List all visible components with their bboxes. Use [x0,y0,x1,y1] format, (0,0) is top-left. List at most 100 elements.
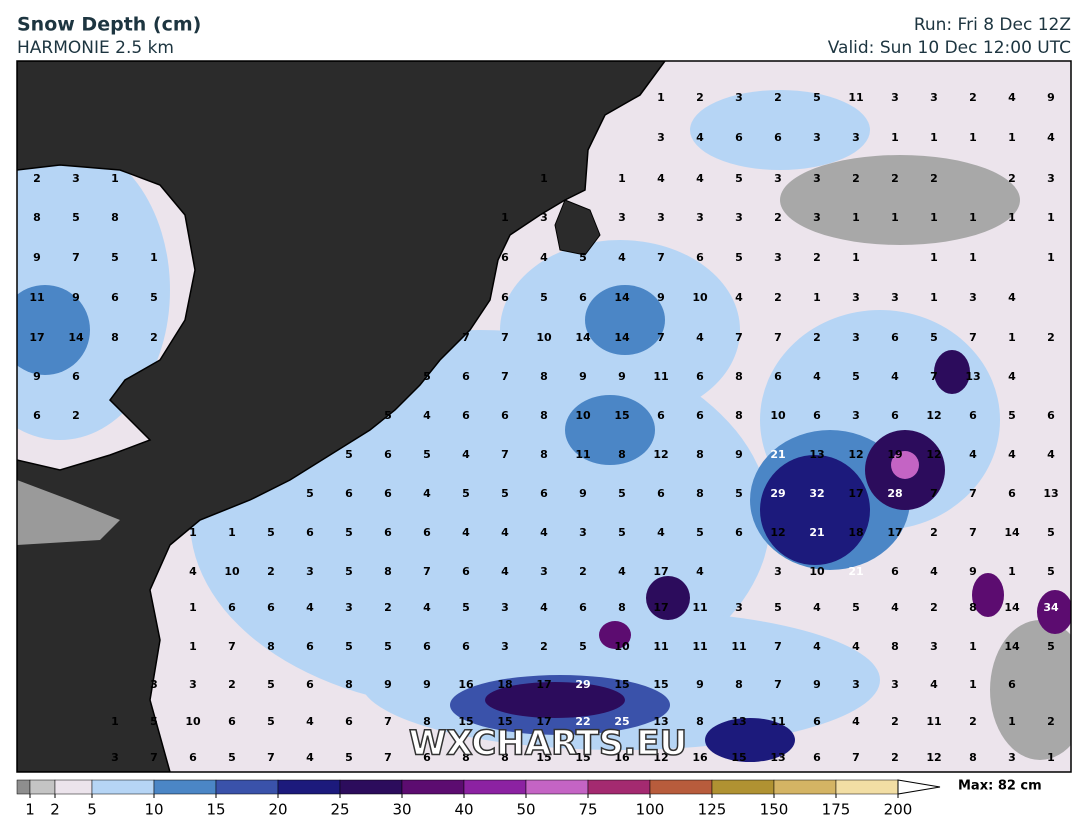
snow-value: 5 [345,640,353,653]
colorbar-label: 150 [760,801,789,819]
snow-value: 5 [150,715,158,728]
snow-value: 5 [267,715,275,728]
snow-value: 10 [536,331,552,344]
snow-value: 5 [774,601,782,614]
snow-area [485,682,625,718]
snow-value: 2 [267,565,275,578]
snow-value: 10 [224,565,240,578]
snow-value: 6 [189,751,197,764]
snow-value: 8 [384,565,392,578]
snow-value: 2 [228,678,236,691]
snow-value: 4 [618,565,626,578]
snow-value: 13 [653,715,668,728]
snow-value: 29 [575,678,590,691]
snow-value: 18 [848,526,863,539]
snow-value: 15 [614,678,629,691]
snow-value: 9 [969,565,977,578]
snow-value: 3 [891,291,899,304]
snow-value: 34 [1043,601,1059,614]
snow-value: 9 [735,448,743,461]
snow-value: 2 [696,91,704,104]
snow-value: 2 [1047,715,1055,728]
snow-value: 4 [423,409,431,422]
snow-value: 5 [501,487,509,500]
snow-value: 4 [930,565,938,578]
snow-value: 6 [657,487,665,500]
snow-value: 1 [969,640,977,653]
grid-labels: 1 2 3 2 5 11 3 3 2 4 93 4 6 6 3 3 1 1 1 1 42 3 1 1 1 4 4 5 3 3 2 2 2 2 38 5… [29,91,1059,764]
snow-value: 1 [969,131,977,144]
snow-value: 6 [735,526,743,539]
snow-value: 3 [852,291,860,304]
snow-value: 7 [150,751,158,764]
snow-value: 14 [1004,601,1020,614]
colorbar-label: 100 [636,801,665,819]
map [17,61,1071,772]
snow-value: 3 [891,91,899,104]
snow-value: 3 [189,678,197,691]
colorbar-label: 125 [698,801,727,819]
snow-value: 9 [423,678,431,691]
snow-value: 8 [618,601,626,614]
colorbar-segment [773,779,837,795]
snow-value: 18 [497,678,512,691]
snow-value: 11 [926,715,941,728]
snow-value: 5 [462,601,470,614]
snow-value: 5 [267,526,275,539]
colorbar-segment [339,779,403,795]
snow-value: 17 [653,601,668,614]
colorbar-label: 1 [25,801,35,819]
snow-value: 5 [930,331,938,344]
snow-value: 9 [657,291,665,304]
snow-value: 3 [735,601,743,614]
snow-value: 15 [536,751,551,764]
colorbar: 1 2 5 10 15 20 25 30 40 50 75 100 125 150 175 200 [16,779,941,819]
snow-value: 8 [696,715,704,728]
snow-value: 12 [848,448,863,461]
snow-value: 3 [852,678,860,691]
snow-value: 1 [852,251,860,264]
snow-value: 6 [306,526,314,539]
snow-value: 6 [735,131,743,144]
snow-value: 14 [68,331,84,344]
snow-value: 6 [774,131,782,144]
snow-value: 14 [1004,640,1020,653]
snow-value: 11 [653,370,668,383]
colorbar-arrow [897,779,941,795]
snow-value: 1 [1008,131,1016,144]
snow-value: 6 [228,715,236,728]
snow-value: 4 [1008,91,1016,104]
snow-value: 7 [969,487,977,500]
snow-value: 8 [735,370,743,383]
snow-value: 1 [852,211,860,224]
snow-value: 2 [1008,172,1016,185]
snow-value: 4 [423,487,431,500]
snow-value: 11 [848,91,863,104]
snow-value: 6 [462,409,470,422]
snow-value: 7 [72,251,80,264]
snow-value: 6 [1047,409,1055,422]
snow-value: 3 [813,172,821,185]
snow-area [17,285,90,375]
snow-value: 1 [1008,211,1016,224]
snow-value: 4 [1008,370,1016,383]
snow-value: 5 [345,526,353,539]
snow-value: 1 [969,211,977,224]
snow-value: 2 [930,601,938,614]
snow-value: 3 [735,211,743,224]
snow-value: 9 [579,370,587,383]
snow-value: 2 [384,601,392,614]
snow-value: 7 [930,487,938,500]
snow-value: 7 [267,751,275,764]
snow-value: 1 [189,526,197,539]
snow-value: 12 [926,448,941,461]
snow-value: 5 [852,601,860,614]
sea [17,61,666,772]
snow-value: 5 [1047,640,1055,653]
snow-value: 14 [575,331,591,344]
snow-value: 6 [423,640,431,653]
snow-value: 5 [72,211,80,224]
snow-value: 5 [540,291,548,304]
snow-value: 4 [306,715,314,728]
colorbar-label: 25 [330,801,349,819]
